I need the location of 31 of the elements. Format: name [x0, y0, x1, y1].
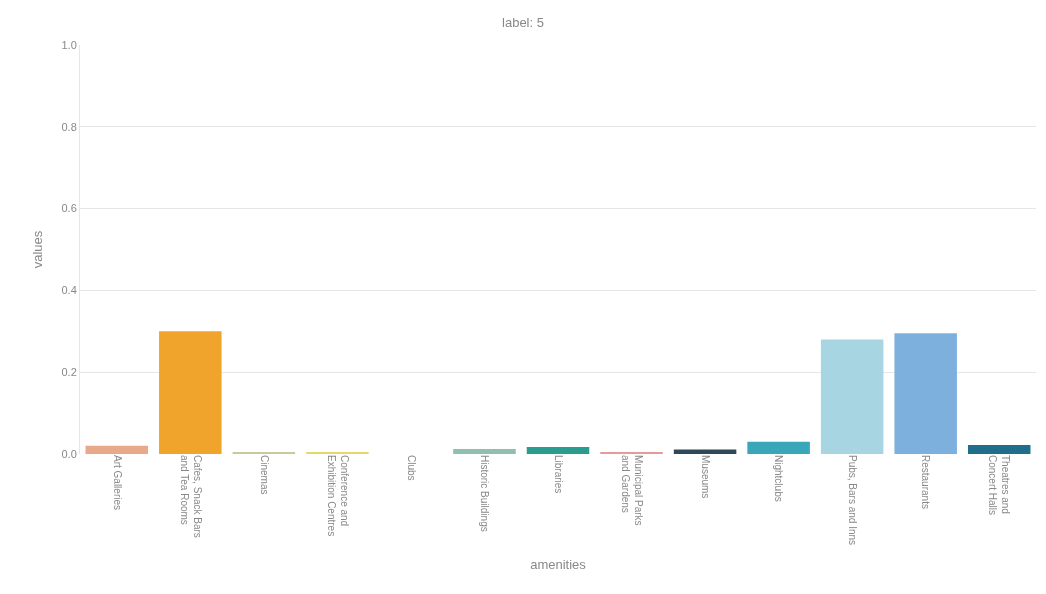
y-tick-label: 0.4 — [61, 284, 77, 297]
bar — [453, 449, 516, 454]
bar — [967, 445, 1031, 454]
x-tick-label: Museums — [699, 455, 711, 499]
bar — [747, 441, 810, 454]
bar — [820, 339, 884, 454]
x-tick-label: Theatres and Concert Halls — [987, 455, 1012, 516]
bar — [894, 333, 957, 454]
x-tick-label: Nightclubs — [773, 455, 785, 502]
x-tick-label: Historic Buildings — [479, 455, 491, 532]
bar — [526, 447, 590, 454]
x-tick-label: Conference and Exhibition Centres — [325, 455, 350, 537]
x-tick-label: Clubs — [405, 455, 417, 481]
x-tick-label: Cinemas — [258, 455, 270, 495]
x-tick-label: Cafes, Snack Bars and Tea Rooms — [178, 455, 203, 538]
y-tick-label: 0.8 — [61, 120, 77, 133]
y-tick-label: 0.6 — [61, 202, 77, 215]
y-axis-title: values — [30, 230, 46, 269]
bar — [306, 451, 369, 454]
x-axis-title: amenities — [530, 556, 587, 572]
x-tick-label: Restaurants — [920, 455, 932, 509]
x-tick-label: Pubs, Bars and Inns — [846, 455, 858, 546]
chart-title: label: 5 — [502, 14, 544, 30]
y-tick-label: 1.0 — [61, 38, 77, 51]
x-tick-label: Libraries — [552, 455, 564, 494]
x-tick-label: Art Galleries — [111, 455, 123, 511]
y-tick-label: 0.0 — [61, 447, 77, 460]
y-tick-label: 0.2 — [61, 366, 77, 379]
bar — [85, 445, 149, 454]
bar — [159, 331, 222, 454]
x-tick-label: Municipal Parks and Gardens — [619, 455, 644, 526]
